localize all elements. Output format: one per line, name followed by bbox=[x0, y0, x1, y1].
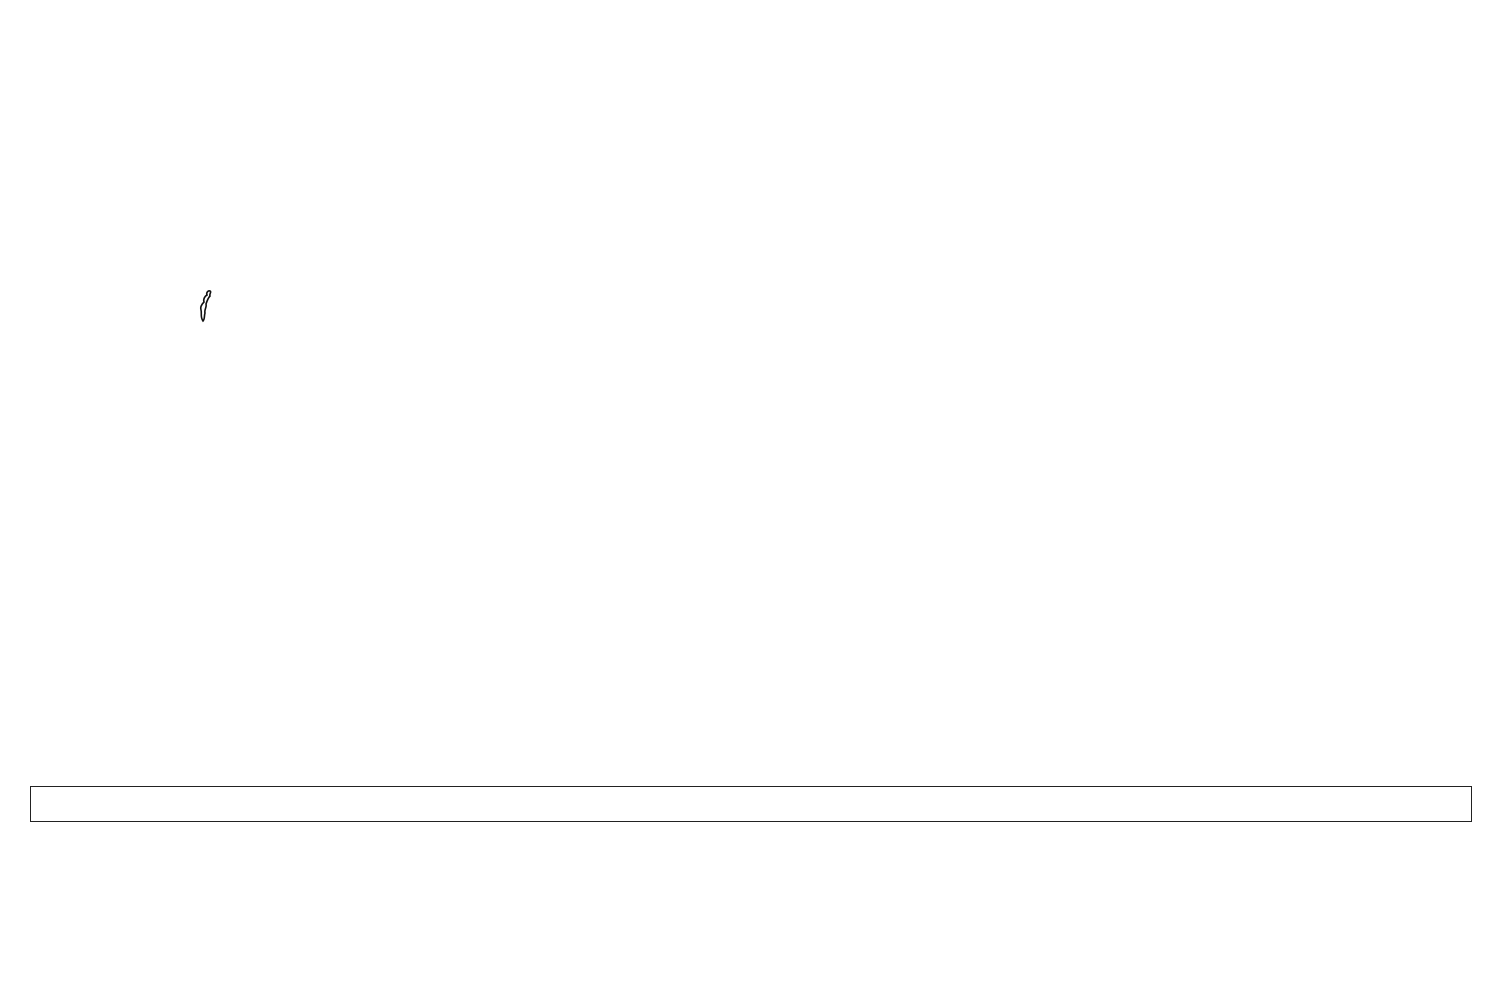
colorbar-gradient bbox=[30, 786, 1472, 822]
yap-island-outline bbox=[199, 290, 212, 323]
map-plot-area bbox=[199, 290, 212, 323]
